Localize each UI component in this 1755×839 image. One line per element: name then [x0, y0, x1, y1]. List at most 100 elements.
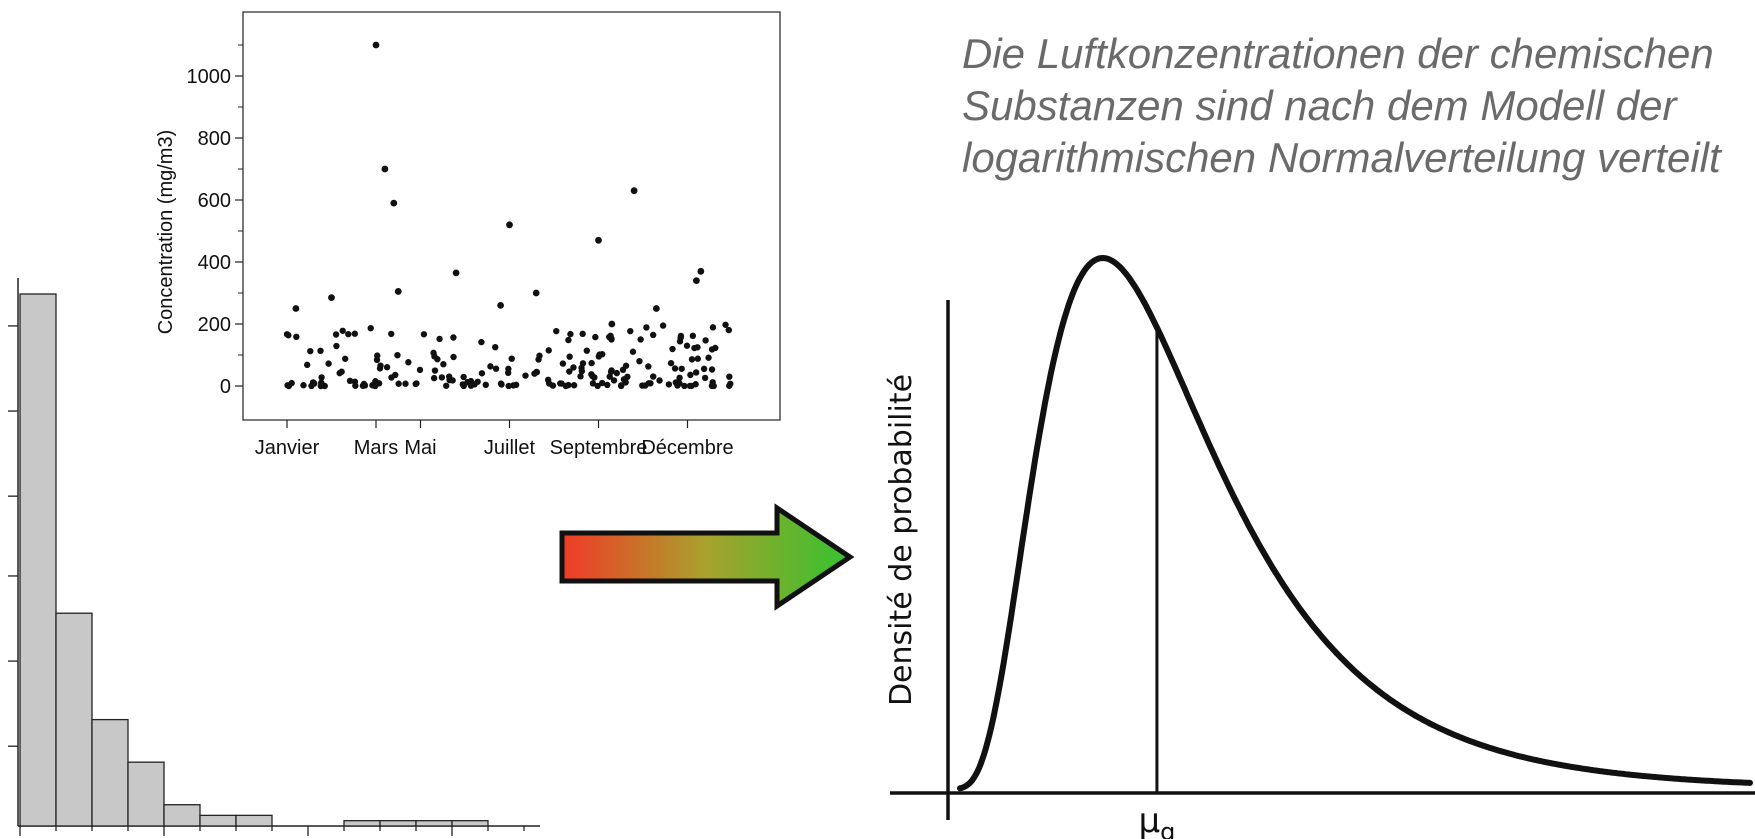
scatter-point: [443, 382, 450, 389]
scatter-point: [649, 331, 657, 339]
scatter-point: [652, 305, 660, 312]
histogram-bar: [91, 718, 129, 827]
scatter-point: [677, 332, 685, 340]
scatter-point: [636, 357, 643, 365]
scatter-point: [629, 348, 637, 355]
scatter-point: [318, 374, 325, 381]
scatter-point: [497, 302, 504, 309]
scatter-point: [588, 359, 595, 367]
scatter-point: [681, 382, 688, 390]
scatter-point: [440, 361, 447, 368]
scatter-point: [656, 377, 663, 384]
density-y-axis-title: Densité de probabilité: [884, 374, 919, 706]
scatter-point: [341, 355, 349, 362]
scatter-point: [522, 372, 529, 379]
scatter-point: [596, 351, 603, 358]
scatter-point: [345, 330, 352, 338]
scatter-point: [620, 376, 628, 383]
scatter-point: [686, 382, 694, 390]
scatter-point: [487, 363, 494, 370]
scatter-point: [606, 373, 613, 380]
scatter-x-tick-label: Juillet: [484, 437, 536, 459]
scatter-point: [667, 359, 675, 367]
scatter-point: [579, 330, 586, 338]
caption-line-2: Substanzen sind nach dem Modell der: [962, 82, 1678, 129]
scatter-point: [545, 347, 552, 354]
scatter-point: [595, 236, 602, 244]
scatter-point: [692, 369, 700, 376]
scatter-y-axis-title: Concentration (mg/m3): [155, 130, 177, 335]
scatter-point: [536, 352, 543, 359]
scatter-point: [510, 382, 517, 389]
scatter-point: [438, 374, 446, 381]
scatter-point: [687, 371, 694, 379]
caption-line-1: Die Luftkonzentrationen der chemischen: [962, 30, 1714, 77]
scatter-point: [726, 382, 733, 389]
histogram-bar: [451, 820, 489, 827]
histogram-bar: [379, 820, 417, 827]
scatter-points: [283, 41, 734, 390]
scatter-x-tick-label: Mai: [404, 437, 436, 459]
scatter-point: [691, 344, 698, 352]
scatter-point: [377, 362, 384, 369]
scatter-point: [307, 347, 314, 355]
scatter-point: [506, 221, 513, 229]
scatter-point: [284, 382, 291, 389]
scatter-point: [566, 368, 573, 375]
scatter-point: [445, 373, 453, 380]
scatter-point: [610, 377, 618, 384]
scatter-point: [492, 365, 500, 372]
scatter-point: [325, 360, 332, 367]
scatter-point: [416, 366, 424, 374]
caption-line-3: logarithmischen Normalverteilung verteil…: [962, 134, 1723, 181]
scatter-point: [559, 360, 567, 367]
scatter-point: [373, 356, 381, 364]
scatter-point: [553, 327, 560, 335]
scatter-point: [659, 322, 667, 329]
scatter-point: [328, 294, 335, 302]
scatter-point: [332, 331, 340, 338]
scatter-point: [566, 353, 573, 360]
scatter-point: [671, 365, 679, 372]
scatter-y-tick-label: 800: [198, 128, 231, 150]
scatter-point: [689, 332, 697, 340]
scatter-point: [318, 379, 325, 386]
scatter-point: [531, 370, 538, 377]
lognormal-density-plot: Densité de probabilité μg: [884, 255, 1755, 839]
scatter-y-tick-label: 200: [198, 314, 231, 336]
scatter-point: [497, 380, 505, 387]
scatter-point: [372, 41, 380, 49]
scatter-point: [637, 336, 644, 343]
scatter-point: [478, 338, 485, 346]
histogram-bar: [55, 612, 93, 827]
scatter-point: [482, 381, 489, 389]
scatter-point: [607, 368, 615, 376]
scatter-point: [697, 267, 705, 275]
scatter-x-tick-label: Mars: [354, 437, 398, 459]
scatter-point: [598, 379, 606, 387]
scatter-point: [627, 327, 634, 335]
scatter-point: [591, 374, 598, 381]
scatter-point: [567, 330, 574, 338]
histogram-bar: [235, 814, 273, 827]
scatter-point: [676, 338, 684, 345]
scatter-point: [317, 347, 324, 355]
transition-arrow: [559, 503, 855, 611]
scatter-x-tick-label: Décembre: [641, 437, 733, 459]
scatter-point: [549, 382, 557, 389]
scatter-y-ticks: 0 200 400 600 800 1000: [187, 44, 243, 398]
scatter-point: [394, 288, 402, 295]
scatter-point: [388, 330, 395, 338]
scatter-point: [450, 353, 457, 361]
scatter-point: [394, 351, 401, 359]
scatter-point: [630, 187, 638, 195]
scatter-point: [669, 345, 676, 353]
scatter-point: [709, 324, 717, 331]
scatter-point: [532, 289, 540, 297]
scatter-point: [431, 353, 438, 360]
scatter-x-tick-label: Janvier: [255, 437, 320, 459]
scatter-point: [604, 381, 611, 389]
scatter-point: [383, 364, 391, 371]
scatter-point: [508, 355, 515, 362]
